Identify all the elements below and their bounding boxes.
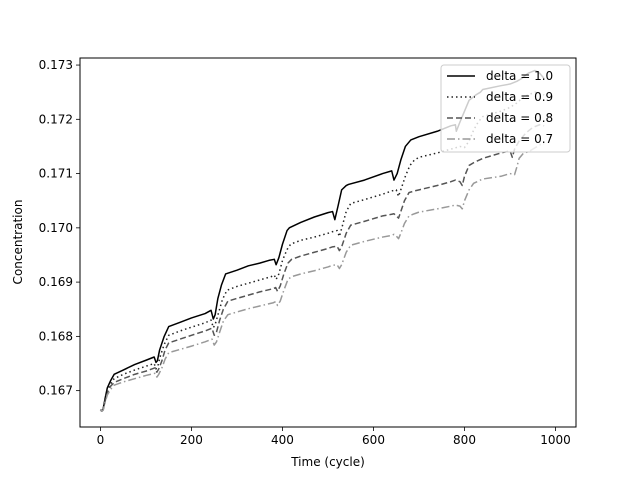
legend-label-4: delta = 0.7 <box>486 132 553 146</box>
legend-label-1: delta = 1.0 <box>486 69 553 83</box>
x-tick-label: 200 <box>180 433 203 447</box>
y-tick-label: 0.170 <box>39 221 73 235</box>
y-tick-label: 0.169 <box>39 275 73 289</box>
legend: delta = 1.0 delta = 0.9 delta = 0.8 delta =… <box>440 64 571 153</box>
x-tick-label: 800 <box>453 433 476 447</box>
x-tick-label: 400 <box>271 433 294 447</box>
x-tick-label: 0 <box>97 433 105 447</box>
y-axis: 0.167 0.168 0.169 0.170 0.171 0.172 0.173 <box>39 58 80 398</box>
x-tick-label: 600 <box>362 433 385 447</box>
x-axis: 0 200 400 600 800 1000 <box>97 427 571 447</box>
y-tick-label: 0.168 <box>39 329 73 343</box>
series-line-3 <box>99 124 545 413</box>
legend-label-2: delta = 0.9 <box>486 90 553 104</box>
legend-label-3: delta = 0.8 <box>486 111 553 125</box>
legend-box <box>440 64 571 153</box>
plot-frame <box>79 57 577 428</box>
y-tick-label: 0.167 <box>39 384 73 398</box>
y-tick-label: 0.173 <box>39 58 73 72</box>
y-axis-label: Concentration <box>11 200 25 285</box>
x-tick-label: 1000 <box>540 433 571 447</box>
y-tick-label: 0.171 <box>39 167 73 181</box>
y-tick-label: 0.172 <box>39 112 73 126</box>
series-line-4 <box>99 142 545 413</box>
x-axis-label: Time (cycle) <box>290 455 365 469</box>
